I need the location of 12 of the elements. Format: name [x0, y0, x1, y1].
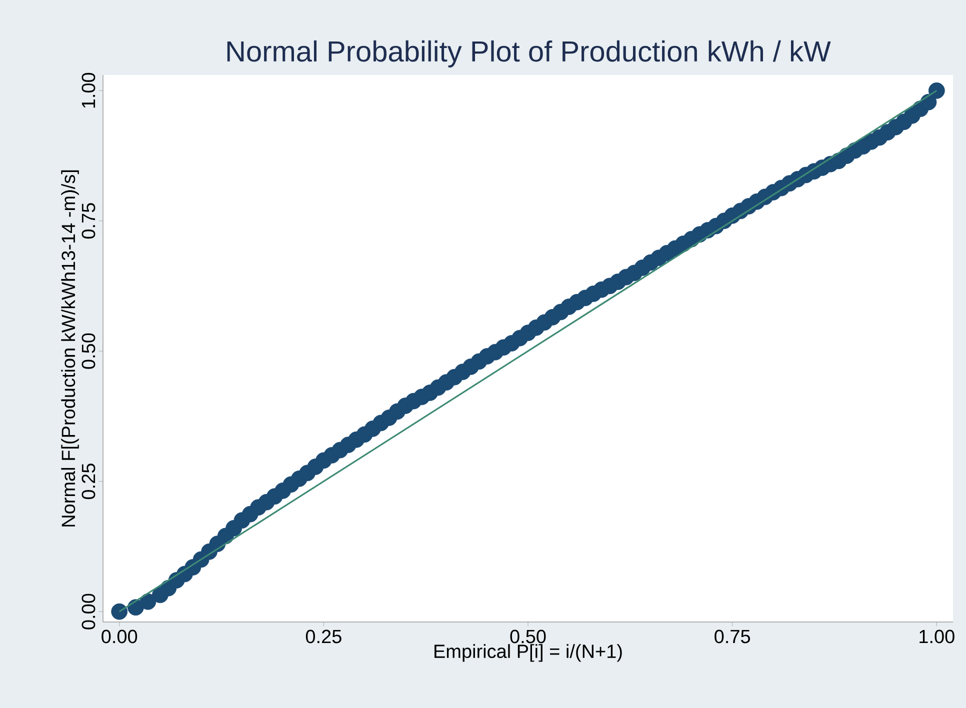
- y-tick-label: 0.75: [82, 203, 96, 239]
- y-tick-label: 0.25: [82, 464, 96, 500]
- x-tick-label: 0.25: [306, 630, 342, 644]
- y-tick-label: 1.00: [82, 72, 96, 108]
- x-tick-label: 0.50: [510, 630, 546, 644]
- x-tick-label: 1.00: [920, 630, 954, 644]
- y-axis-title: Normal F[(Production kW/kWh13-14 -m)/s]: [61, 170, 79, 526]
- x-tick-label: 0.00: [102, 630, 138, 644]
- x-tick-label: 0.75: [714, 630, 750, 644]
- x-axis-title: Empirical P[i] = i/(N+1): [434, 644, 622, 662]
- y-tick-label: 0.50: [82, 333, 96, 369]
- chart-title: Normal Probability Plot of Production kWh / kW: [227, 40, 831, 68]
